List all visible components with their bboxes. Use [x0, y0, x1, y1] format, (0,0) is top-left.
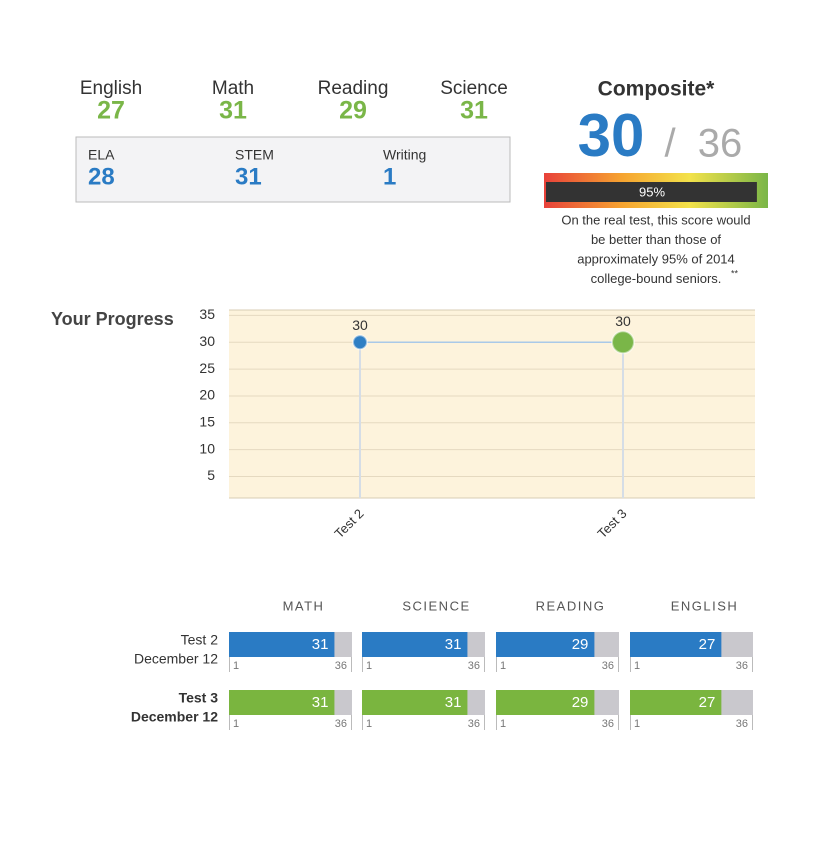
test-date: December 12: [131, 709, 218, 725]
bar: [362, 632, 468, 657]
bar: [496, 690, 595, 715]
point-label: 30: [615, 313, 631, 329]
note-line: be better than those of: [591, 232, 721, 247]
subscore-value: 31: [235, 163, 262, 190]
bar-value: 31: [445, 636, 462, 653]
scale-max: 36: [736, 718, 748, 730]
bar-value: 29: [572, 694, 589, 711]
point: [352, 334, 368, 351]
score-label: English: [80, 78, 142, 99]
bar-value: 31: [445, 694, 462, 711]
note-mark: **: [731, 268, 739, 278]
subject-header: ENGLISH: [671, 598, 739, 613]
score-label: Math: [212, 78, 254, 99]
score-value: 27: [97, 97, 125, 125]
subject-header: MATH: [283, 598, 325, 613]
y-tick-label: 15: [199, 414, 215, 430]
scale-min: 1: [500, 718, 506, 730]
test-name: Test 2: [181, 632, 219, 648]
subscore-value: 1: [383, 163, 396, 190]
bar-value: 27: [699, 636, 716, 653]
score-value: 29: [339, 97, 367, 125]
bar-value: 29: [572, 636, 589, 653]
y-tick-label: 5: [207, 467, 215, 483]
scale-max: 36: [602, 660, 614, 672]
composite-max: 36: [698, 122, 743, 166]
score-label: Science: [440, 78, 508, 99]
bar: [630, 690, 722, 715]
scale-min: 1: [634, 718, 640, 730]
composite-separator: /: [664, 122, 676, 166]
score-value: 31: [219, 97, 247, 125]
composite-label: Composite*: [598, 78, 716, 101]
scale-max: 36: [335, 718, 347, 730]
point-label: 30: [352, 317, 368, 333]
y-tick-label: 25: [199, 360, 215, 376]
y-tick-label: 35: [199, 306, 215, 322]
note-line: approximately 95% of 2014: [577, 251, 735, 266]
subject-header: SCIENCE: [402, 598, 470, 613]
score-label: Reading: [318, 78, 389, 99]
subscore-box: [75, 136, 511, 203]
bar-value: 31: [312, 694, 329, 711]
test-date: December 12: [134, 651, 218, 667]
subscore-value: 28: [88, 163, 115, 190]
scale-max: 36: [736, 660, 748, 672]
scale-min: 1: [366, 660, 372, 672]
x-tick-label: Test 2: [331, 506, 366, 541]
scale-max: 36: [335, 660, 347, 672]
bar: [630, 632, 722, 657]
subscore-label: STEM: [235, 147, 274, 163]
test-name: Test 3: [179, 690, 219, 706]
score-value: 31: [460, 97, 488, 125]
scale-min: 1: [366, 718, 372, 730]
point: [611, 330, 635, 355]
y-tick-label: 20: [199, 387, 215, 403]
bar: [229, 690, 335, 715]
composite-value: 30: [578, 102, 645, 169]
subscore-label: ELA: [88, 147, 115, 163]
note-line: college-bound seniors.: [591, 271, 722, 286]
bar-value: 31: [312, 636, 329, 653]
bar: [496, 632, 595, 657]
scale-min: 1: [233, 660, 239, 672]
note-line: On the real test, this score would: [561, 212, 750, 227]
scale-max: 36: [602, 718, 614, 730]
scale-min: 1: [233, 718, 239, 730]
percentile-bar: [546, 182, 757, 202]
scale-min: 1: [634, 660, 640, 672]
scale-max: 36: [468, 718, 480, 730]
percentile-label: 95%: [639, 184, 665, 199]
bar-value: 27: [699, 694, 716, 711]
scale-max: 36: [468, 660, 480, 672]
scale-min: 1: [500, 660, 506, 672]
bar: [362, 690, 468, 715]
y-tick-label: 30: [199, 333, 215, 349]
y-tick-label: 10: [199, 440, 215, 456]
subscore-label: Writing: [383, 147, 426, 163]
plot-area: [229, 310, 755, 498]
chart-title: Your Progress: [51, 309, 174, 329]
subject-header: READING: [536, 598, 606, 613]
bar: [229, 632, 335, 657]
x-tick-label: Test 3: [594, 506, 629, 541]
